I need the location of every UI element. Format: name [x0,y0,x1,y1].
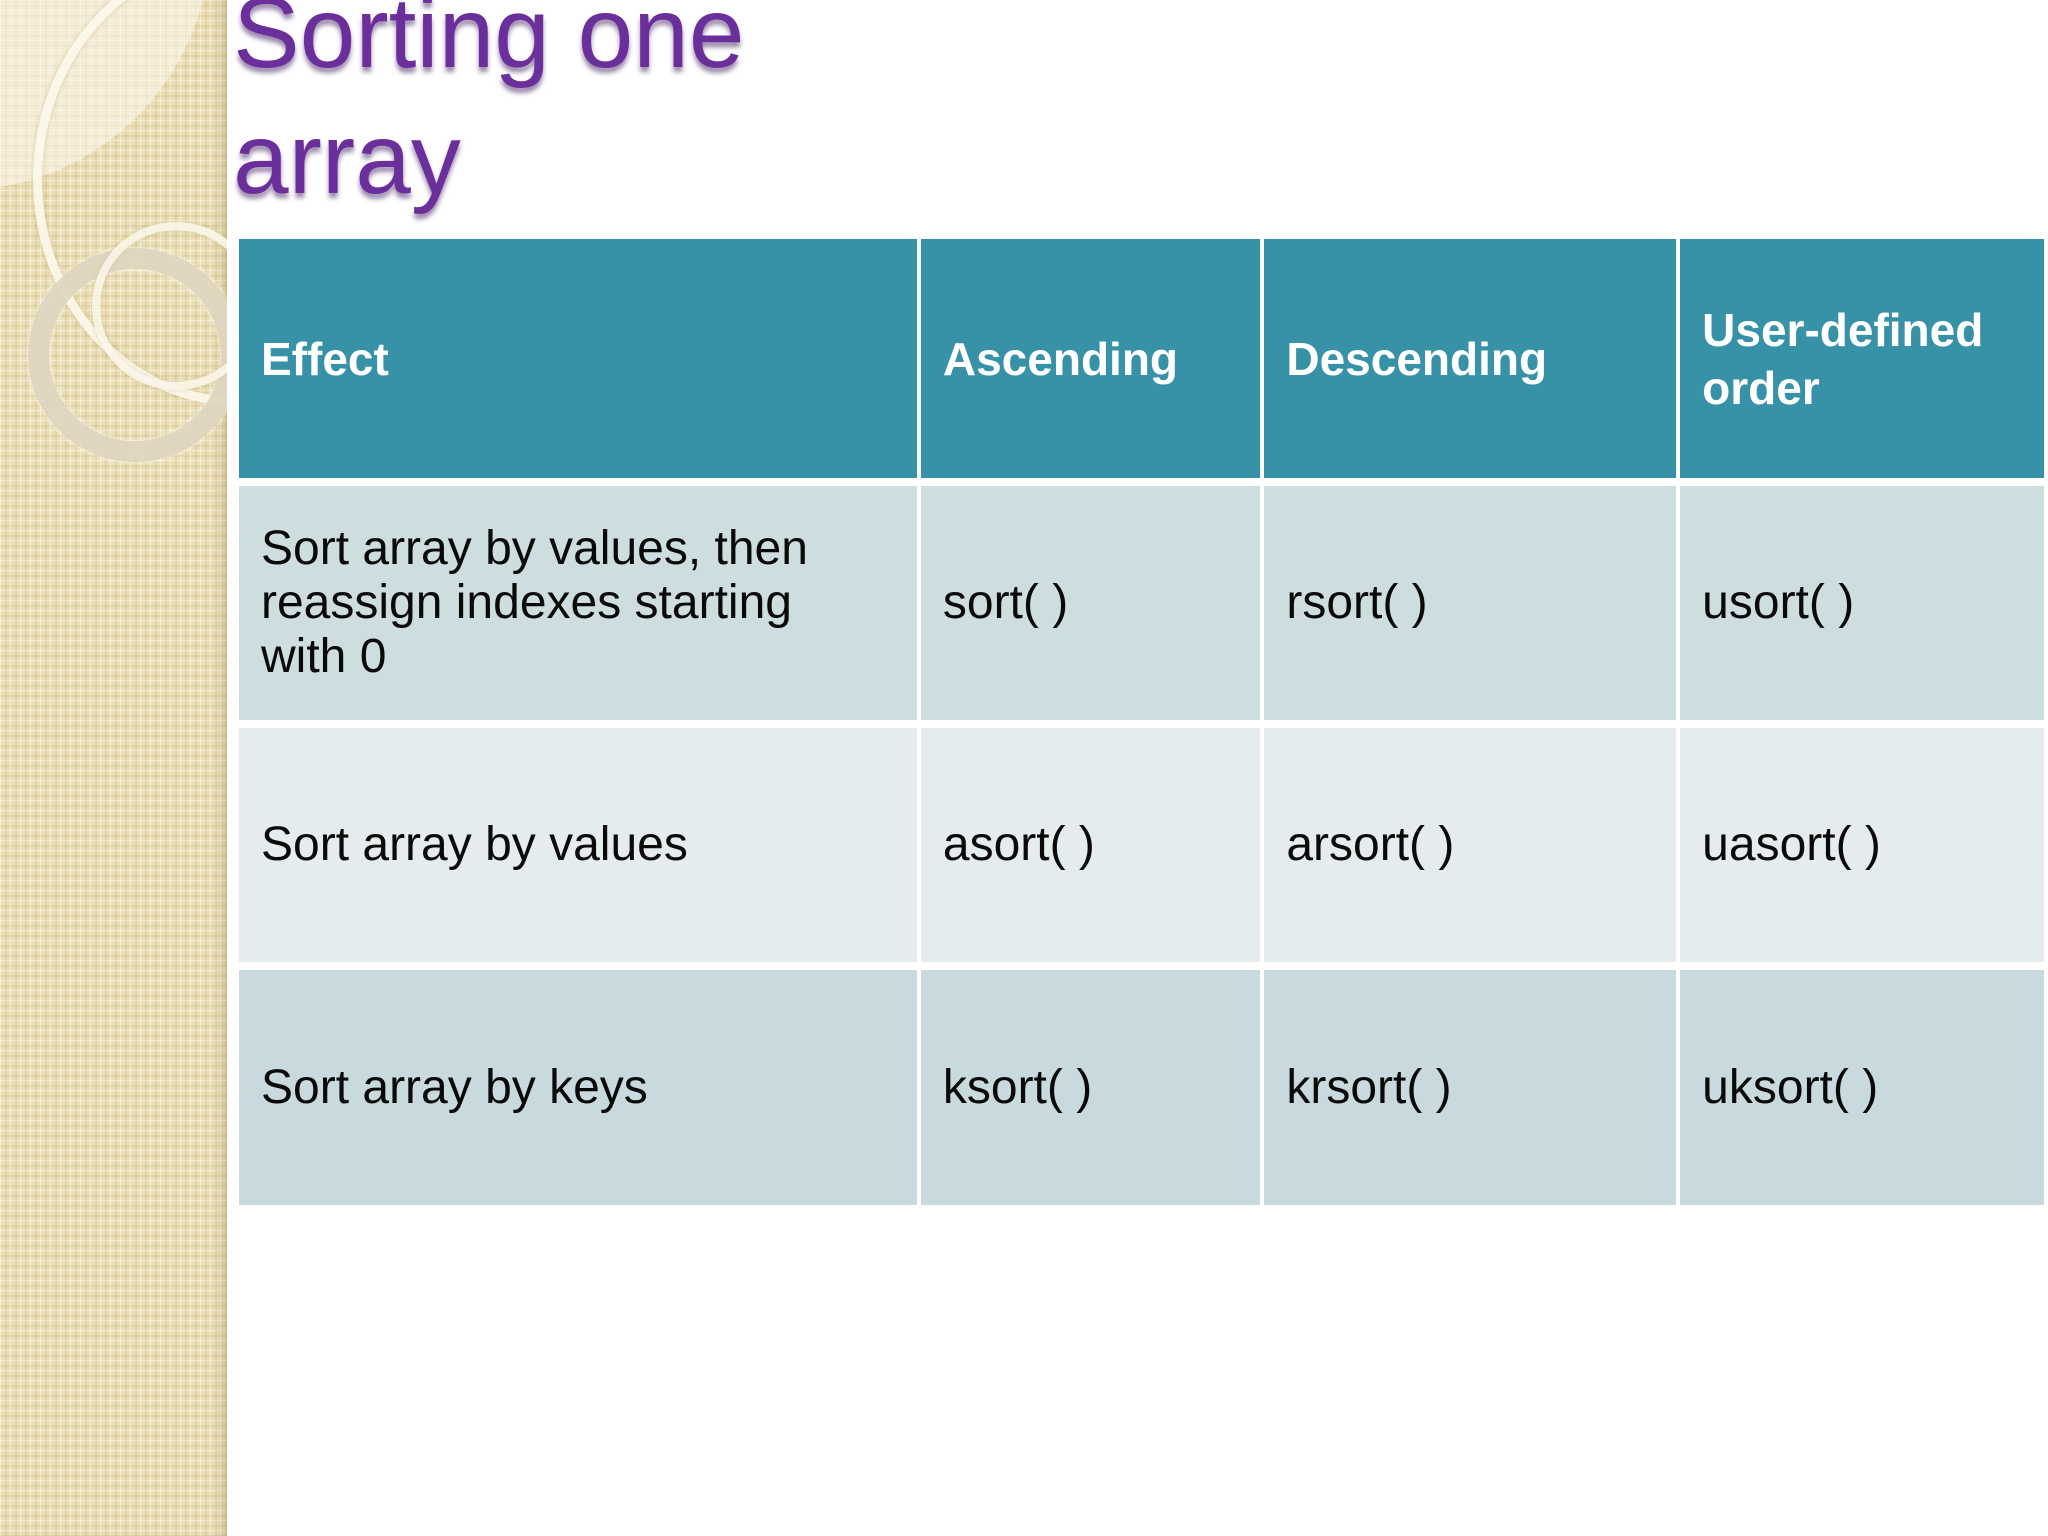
slide-title-line2: array [233,103,461,215]
cell-descending: arsort( ) [1264,728,1677,962]
header-user-defined-order: User-defined order [1680,239,2044,478]
cell-ascending: sort( ) [920,486,1261,720]
sidebar-thin-ring-decoration [92,222,227,390]
table-row: Sort array by values asort( ) arsort( ) … [239,728,2044,962]
cell-ascending: asort( ) [920,728,1261,962]
slide-title: Sorting one array [233,0,744,222]
header-effect: Effect [239,239,917,478]
cell-user-defined: uasort( ) [1680,728,2044,962]
cell-user-defined: usort( ) [1680,486,2044,720]
header-ascending: Ascending [920,239,1261,478]
slide-title-line1: Sorting one [233,0,745,89]
cell-descending: rsort( ) [1264,486,1677,720]
cell-descending: krsort( ) [1264,970,1677,1205]
cell-user-defined: uksort( ) [1680,970,2044,1205]
decorative-sidebar [0,0,227,1536]
table-row: Sort array by keys ksort( ) krsort( ) uk… [239,970,2044,1205]
header-descending: Descending [1264,239,1677,478]
table-row: Sort array by values, then reassign inde… [239,486,2044,720]
cell-ascending: ksort( ) [920,970,1261,1205]
table-body: Sort array by values, then reassign inde… [239,486,2044,1205]
sorting-functions-table: Effect Ascending Descending User-defined… [235,231,2048,1213]
cell-effect: Sort array by keys [239,970,917,1205]
table-header: Effect Ascending Descending User-defined… [239,239,2044,478]
cell-effect: Sort array by values, then reassign inde… [239,486,917,720]
cell-effect: Sort array by values [239,728,917,962]
table-header-row: Effect Ascending Descending User-defined… [239,239,2044,478]
